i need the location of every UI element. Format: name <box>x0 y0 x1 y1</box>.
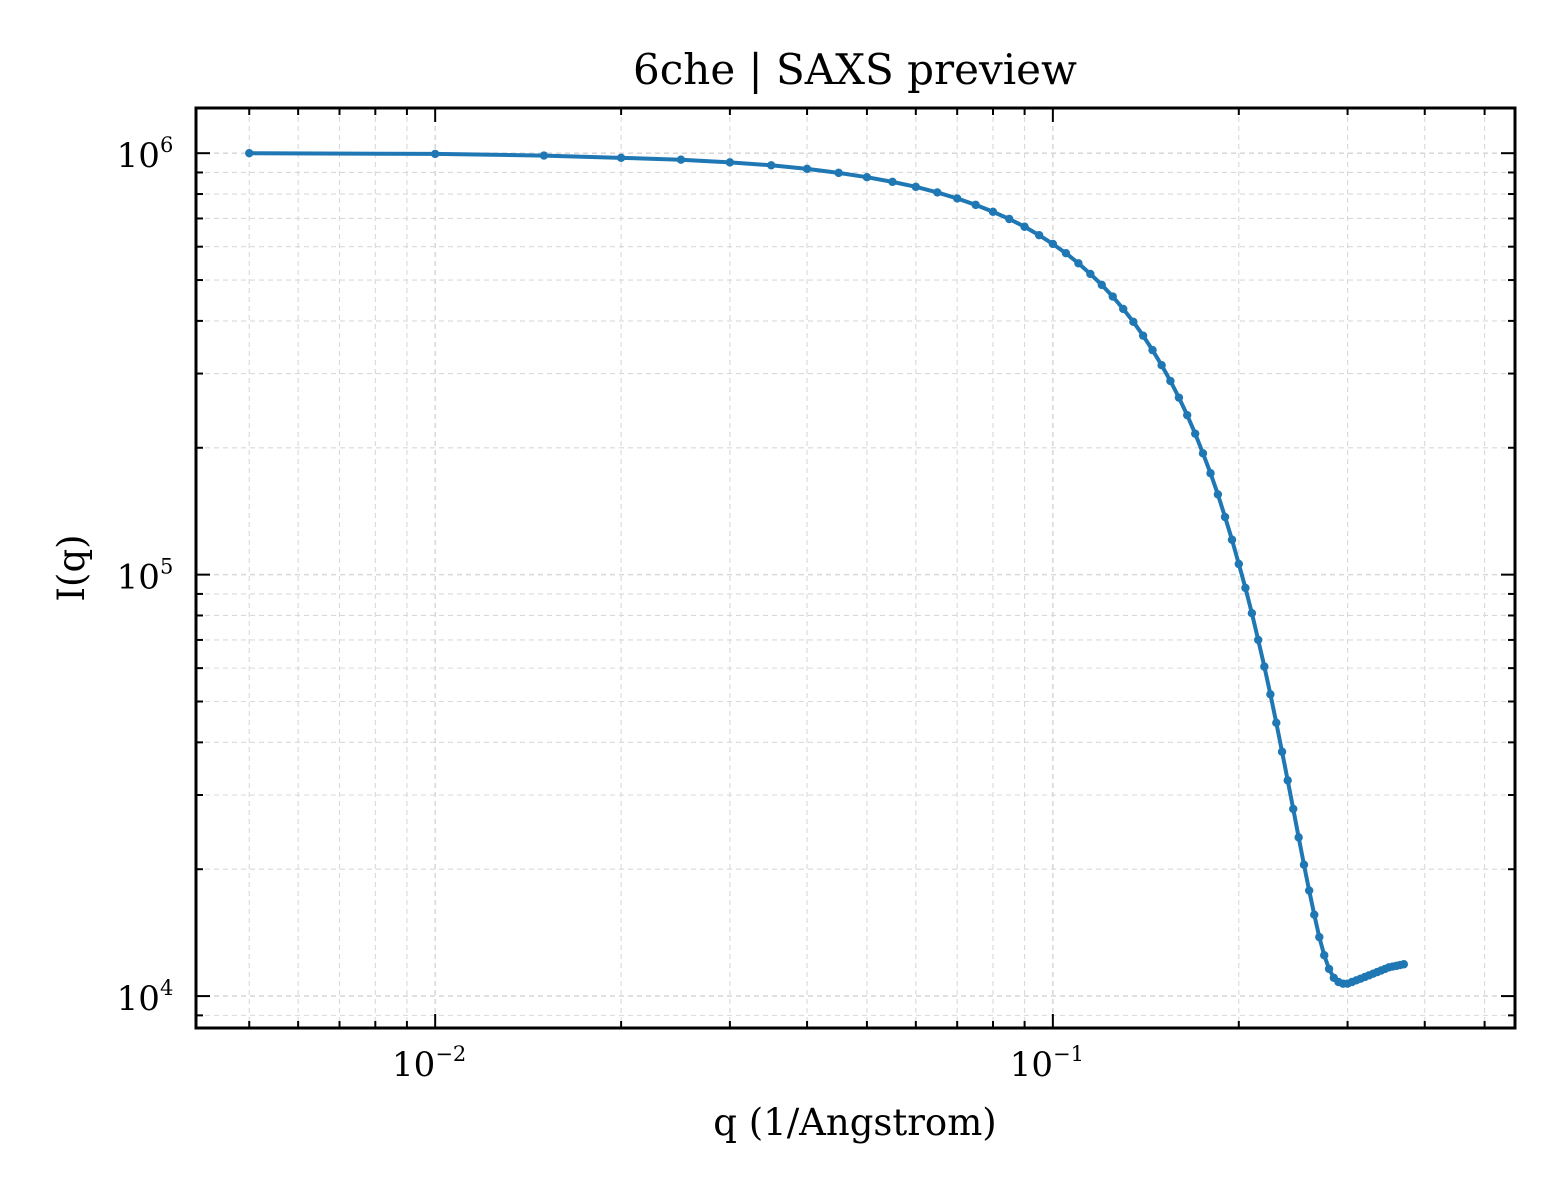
data-point <box>971 200 980 210</box>
data-point <box>862 173 872 182</box>
x-tick-label: 10−2 <box>392 1042 466 1085</box>
data-point <box>1253 635 1263 645</box>
data-point <box>1304 886 1314 895</box>
data-point <box>1266 690 1275 699</box>
data-point <box>1048 239 1058 249</box>
data-point <box>1005 214 1014 224</box>
data-point <box>1289 804 1298 814</box>
y-tick-label: 104 <box>117 976 174 1019</box>
data-point <box>1206 469 1215 478</box>
data-point <box>616 153 626 163</box>
data-point <box>1074 259 1083 268</box>
data-point <box>1157 361 1166 370</box>
data-point <box>1320 951 1329 960</box>
data-point <box>1129 317 1138 327</box>
data-point <box>1182 410 1192 420</box>
data-point <box>1227 535 1237 544</box>
data-point <box>1213 490 1223 499</box>
data-series <box>245 148 1409 988</box>
data-point <box>539 151 549 160</box>
data-point <box>1174 393 1184 402</box>
data-point <box>1299 860 1309 869</box>
chart-title: 6che | SAXS preview <box>633 45 1077 94</box>
data-point <box>1324 964 1334 974</box>
data-point <box>676 155 686 164</box>
data-point <box>1166 376 1175 386</box>
data-point <box>1198 449 1208 458</box>
data-point <box>1119 304 1128 314</box>
data-point <box>767 161 776 170</box>
gridlines <box>196 108 1515 1028</box>
data-point <box>988 207 998 216</box>
data-point <box>725 158 735 167</box>
data-point <box>1315 932 1324 942</box>
data-point <box>888 177 897 187</box>
tick-labels: 10−2 10−1 104 105 106 <box>117 133 1084 1085</box>
data-point <box>834 168 843 178</box>
data-point <box>245 148 254 158</box>
data-point <box>802 164 812 174</box>
data-point <box>1277 747 1287 756</box>
data-point <box>1241 583 1250 593</box>
data-point <box>911 182 921 192</box>
data-point <box>1191 429 1200 438</box>
data-point <box>1260 662 1269 671</box>
y-axis-label: I(q) <box>50 534 93 601</box>
data-point <box>1247 609 1257 618</box>
data-point <box>1310 910 1319 919</box>
data-point <box>1097 280 1106 290</box>
data-point <box>952 194 962 203</box>
data-point <box>1086 269 1095 279</box>
data-point <box>1283 776 1292 785</box>
data-point <box>1148 345 1157 355</box>
data-point <box>933 188 942 197</box>
data-point <box>1034 230 1044 240</box>
y-tick-label: 105 <box>117 555 174 598</box>
data-point <box>430 149 440 159</box>
data-point <box>1061 249 1071 258</box>
data-point <box>1220 512 1230 522</box>
axis-ticks <box>196 108 1515 1028</box>
data-point <box>1138 331 1148 340</box>
plot-frame <box>194 106 1517 1030</box>
data-point <box>1272 718 1281 728</box>
x-tick-label: 10−1 <box>1010 1042 1084 1085</box>
y-tick-label: 106 <box>117 133 174 176</box>
data-point <box>1234 559 1243 569</box>
data-point <box>1294 833 1303 842</box>
data-point <box>1020 222 1029 231</box>
data-point <box>1399 960 1409 969</box>
data-point <box>1108 292 1117 301</box>
x-axis-label: q (1/Angstrom) <box>713 1101 996 1144</box>
